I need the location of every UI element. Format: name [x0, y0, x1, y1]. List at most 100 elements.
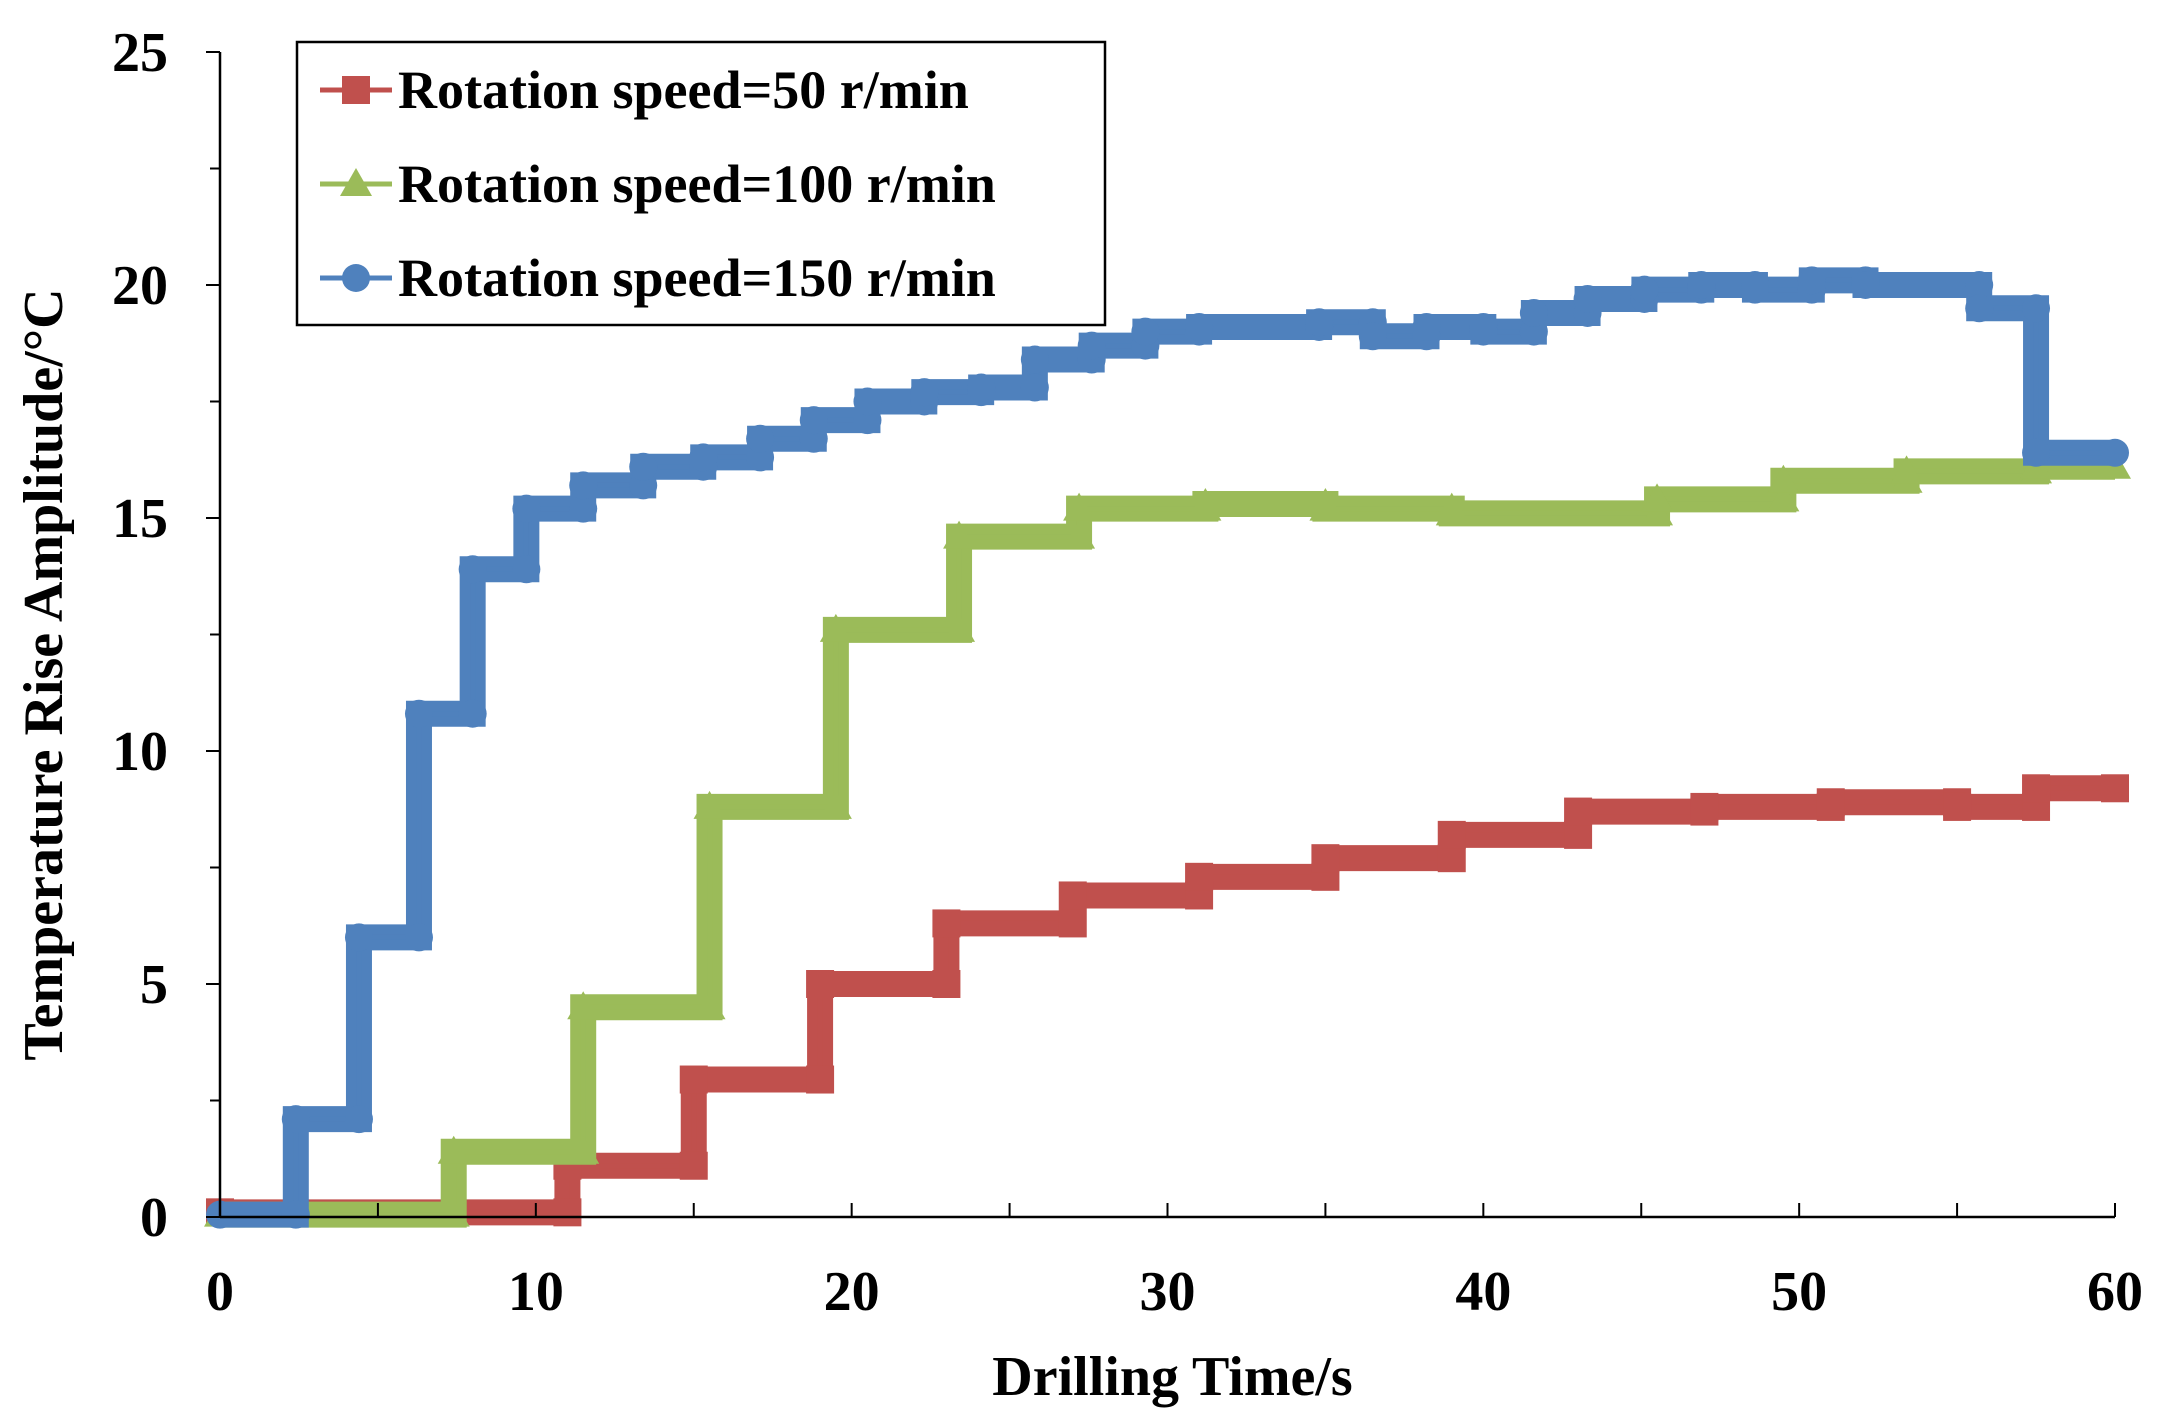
data-point [553, 1198, 582, 1227]
data-point [1309, 492, 1342, 521]
x-axis-title: Drilling Time/s [992, 1346, 1352, 1408]
data-point [679, 1151, 708, 1180]
data-point [943, 520, 976, 549]
data-point [1740, 275, 1769, 304]
data-point [458, 699, 487, 728]
data-point [2022, 774, 2051, 803]
data-point [569, 471, 598, 500]
y-axis-title: Temperature Rise Amplitude/°C [13, 288, 75, 1060]
series-triangle-1 [204, 450, 2131, 1228]
data-point [1641, 483, 1674, 512]
legend-entry: Rotation speed=100 r/min [320, 154, 996, 214]
data-point [1020, 345, 1049, 374]
data-point [281, 1200, 310, 1229]
data-point [689, 443, 718, 472]
data-point [2022, 294, 2051, 323]
data-point [437, 1135, 470, 1164]
data-point [819, 790, 852, 819]
data-point [932, 909, 961, 938]
data-point [2101, 774, 2129, 803]
data-point [1690, 792, 1719, 821]
series-square-0 [206, 774, 2129, 1227]
data-point [1965, 294, 1994, 323]
x-tick-label: 40 [1455, 1261, 1511, 1323]
x-ticks: 0 10 20 30 40 50 60 [206, 1203, 2143, 1323]
plot-area [204, 266, 2131, 1229]
x-tick-label: 60 [2087, 1261, 2143, 1323]
data-point [404, 923, 433, 952]
data-point [1058, 909, 1087, 938]
data-point [1358, 322, 1387, 351]
data-point [1311, 844, 1340, 873]
data-point [1437, 820, 1466, 849]
data-point [932, 970, 961, 998]
data-point [1020, 373, 1049, 402]
data-point [569, 494, 598, 523]
data-point [693, 991, 726, 1020]
data-point [1063, 520, 1096, 549]
data-point [1797, 266, 1826, 295]
y-ticks: 0 5 10 15 20 25 [112, 22, 220, 1249]
legend-entry: Rotation speed=150 r/min [320, 248, 996, 308]
data-point [1943, 792, 1972, 821]
data-point [943, 613, 976, 642]
series-marker-band [220, 267, 2115, 1228]
data-point [1851, 271, 1880, 299]
data-point [1965, 271, 1994, 299]
data-point [437, 1198, 470, 1227]
legend-marker [342, 264, 370, 292]
data-point [693, 790, 726, 819]
series-line [220, 277, 2115, 1218]
data-point [1412, 312, 1441, 341]
data-point [1573, 284, 1602, 313]
x-tick-label: 0 [206, 1261, 234, 1323]
x-tick-label: 20 [824, 1261, 880, 1323]
data-point [567, 1135, 600, 1164]
y-tick-label: 10 [112, 721, 168, 783]
y-tick-label: 20 [112, 255, 168, 317]
legend-box [295, 40, 1107, 327]
data-point [512, 555, 541, 584]
data-point [1890, 455, 1923, 484]
data-point [629, 452, 658, 481]
data-point [1063, 492, 1096, 521]
legend-entry: Rotation speed=50 r/min [320, 60, 969, 120]
legend-label: Rotation speed=150 r/min [398, 248, 996, 308]
data-point [806, 1065, 835, 1094]
data-point [679, 1065, 708, 1094]
data-point [1630, 275, 1659, 304]
data-point [1185, 862, 1214, 891]
data-point [344, 1105, 373, 1134]
data-point [281, 1105, 310, 1134]
data-point [512, 494, 541, 523]
legend-marker [340, 168, 372, 196]
data-point [567, 991, 600, 1020]
data-point [967, 373, 996, 402]
y-tick-label: 25 [112, 22, 168, 84]
data-point [910, 378, 939, 407]
data-point [2101, 438, 2129, 467]
data-point [2022, 438, 2051, 467]
data-point [1435, 497, 1468, 526]
series-circle-2 [206, 266, 2129, 1229]
data-point [1058, 881, 1087, 910]
data-point [1767, 464, 1800, 493]
data-point [819, 613, 852, 642]
legend-label: Rotation speed=50 r/min [398, 60, 969, 120]
data-point [1687, 271, 1716, 299]
data-point [806, 970, 835, 998]
y-tick-label: 0 [140, 1187, 168, 1249]
legend-label: Rotation speed=100 r/min [398, 154, 996, 214]
data-point [1185, 312, 1214, 341]
data-point [799, 406, 828, 435]
y-tick-label: 5 [140, 954, 168, 1016]
data-point [1189, 488, 1222, 517]
data-point [458, 555, 487, 584]
data-point [1564, 797, 1593, 826]
data-point [1767, 483, 1800, 512]
data-point [746, 424, 775, 453]
y-tick-label: 15 [112, 488, 168, 550]
legend: Rotation speed=50 r/min Rotation speed=10… [295, 40, 1107, 327]
data-point [344, 923, 373, 952]
